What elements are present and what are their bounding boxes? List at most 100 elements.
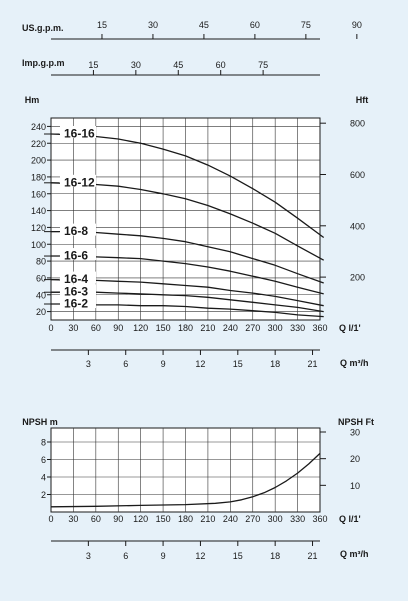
x-tick-label: 120 xyxy=(133,323,148,333)
flow-scale-tick-label: 75 xyxy=(258,60,268,70)
right-tick-label: 600 xyxy=(350,170,365,180)
x-tick-label: 270 xyxy=(245,323,260,333)
x-tick-label: 180 xyxy=(178,514,193,524)
x-tick-label: 180 xyxy=(178,323,193,333)
series-label: 16-12 xyxy=(64,175,95,189)
series-label: 16-4 xyxy=(64,272,88,286)
x-tick-label: 90 xyxy=(113,323,123,333)
left-tick-label: 200 xyxy=(31,156,46,166)
x-tick-label: 0 xyxy=(48,323,53,333)
left-tick-label: 6 xyxy=(41,455,46,465)
right-axis-label: NPSH Ft xyxy=(338,417,374,427)
left-tick-label: 160 xyxy=(31,189,46,199)
flow-scale-tick-label: 60 xyxy=(216,60,226,70)
series-label-background xyxy=(60,248,96,261)
flow-scale-tick-label: 15 xyxy=(97,20,107,30)
series-label-background xyxy=(60,284,96,297)
right-tick-label: 400 xyxy=(350,221,365,231)
x-tick-label: 90 xyxy=(113,514,123,524)
flow-scale-tick-label: 12 xyxy=(195,359,205,369)
flow-scale-tick-label: 30 xyxy=(131,60,141,70)
left-tick-label: 8 xyxy=(41,438,46,448)
flow-scale-unit-label: US.g.p.m. xyxy=(22,23,64,33)
x-tick-label: 150 xyxy=(156,514,171,524)
x-tick-label: 240 xyxy=(223,514,238,524)
x-tick-label: 270 xyxy=(245,514,260,524)
right-tick-label: 20 xyxy=(350,454,360,464)
left-tick-label: 100 xyxy=(31,240,46,250)
flow-scale-unit-label: Imp.g.p.m xyxy=(22,58,65,68)
x-tick-label: 60 xyxy=(91,514,101,524)
flow-scale-tick-label: 15 xyxy=(233,551,243,561)
left-tick-label: 180 xyxy=(31,172,46,182)
left-tick-label: 20 xyxy=(36,307,46,317)
x-tick-label: 210 xyxy=(200,514,215,524)
left-tick-label: 40 xyxy=(36,290,46,300)
x-tick-label: 240 xyxy=(223,323,238,333)
flow-scale-tick-label: 3 xyxy=(86,551,91,561)
x-axis-unit-label: Q l/1' xyxy=(339,323,361,333)
left-axis-label: Hm xyxy=(25,95,40,105)
left-tick-label: 240 xyxy=(31,122,46,132)
x-tick-label: 60 xyxy=(91,323,101,333)
series-label: 16-6 xyxy=(64,249,88,263)
series-label: 16-16 xyxy=(64,126,95,140)
flow-scale-tick-label: 30 xyxy=(148,20,158,30)
left-tick-label: 120 xyxy=(31,223,46,233)
series-label-background xyxy=(60,125,96,138)
flow-scale-tick-label: 18 xyxy=(270,551,280,561)
left-tick-label: 4 xyxy=(41,473,46,483)
x-axis-unit-label: Q l/1' xyxy=(339,514,361,524)
flow-scale-tick-label: 21 xyxy=(308,551,318,561)
flow-scale-tick-label: 60 xyxy=(250,20,260,30)
flow-scale-tick-label: 18 xyxy=(270,359,280,369)
series-label: 16-8 xyxy=(64,224,88,238)
left-axis-label: NPSH m xyxy=(22,417,58,427)
x-tick-label: 300 xyxy=(268,514,283,524)
right-tick-label: 200 xyxy=(350,273,365,283)
flow-scale-tick-label: 75 xyxy=(301,20,311,30)
left-tick-label: 220 xyxy=(31,139,46,149)
x-tick-label: 300 xyxy=(268,323,283,333)
x-tick-label: 30 xyxy=(68,323,78,333)
flow-scale-tick-label: 3 xyxy=(86,359,91,369)
flow-scale-tick-label: 45 xyxy=(199,20,209,30)
flow-scale-tick-label: 90 xyxy=(352,20,362,30)
series-line xyxy=(50,452,321,508)
right-tick-label: 800 xyxy=(350,119,365,129)
flow-scale-tick-label: 21 xyxy=(308,359,318,369)
flow-scale-tick-label: 9 xyxy=(161,359,166,369)
series-label: 16-2 xyxy=(64,297,88,311)
left-tick-label: 140 xyxy=(31,206,46,216)
flow-scale-tick-label: 12 xyxy=(195,551,205,561)
series-label: 16-3 xyxy=(64,285,88,299)
flow-scale-tick-label: 6 xyxy=(123,359,128,369)
flow-scale-tick-label: 6 xyxy=(123,551,128,561)
flow-scale-tick-label: 9 xyxy=(161,551,166,561)
flow-scale-unit-label: Q m³/h xyxy=(340,549,369,559)
x-tick-label: 210 xyxy=(200,323,215,333)
x-tick-label: 150 xyxy=(156,323,171,333)
x-tick-label: 330 xyxy=(290,323,305,333)
x-tick-label: 360 xyxy=(312,323,327,333)
left-tick-label: 60 xyxy=(36,273,46,283)
flow-scale-tick-label: 15 xyxy=(88,60,98,70)
series-label-background xyxy=(60,271,96,284)
flow-scale-tick-label: 15 xyxy=(233,359,243,369)
right-tick-label: 30 xyxy=(350,428,360,438)
left-tick-label: 2 xyxy=(41,490,46,500)
flow-scale-unit-label: Q m³/h xyxy=(340,358,369,368)
x-tick-label: 0 xyxy=(48,514,53,524)
left-tick-label: 80 xyxy=(36,257,46,267)
flow-scale-tick-label: 45 xyxy=(173,60,183,70)
right-axis-label: Hft xyxy=(356,95,369,105)
x-tick-label: 360 xyxy=(312,514,327,524)
series-label-background xyxy=(60,223,96,236)
series-label-background xyxy=(60,174,96,187)
series-label-background xyxy=(60,296,96,309)
x-tick-label: 120 xyxy=(133,514,148,524)
x-tick-label: 330 xyxy=(290,514,305,524)
right-tick-label: 10 xyxy=(350,481,360,491)
